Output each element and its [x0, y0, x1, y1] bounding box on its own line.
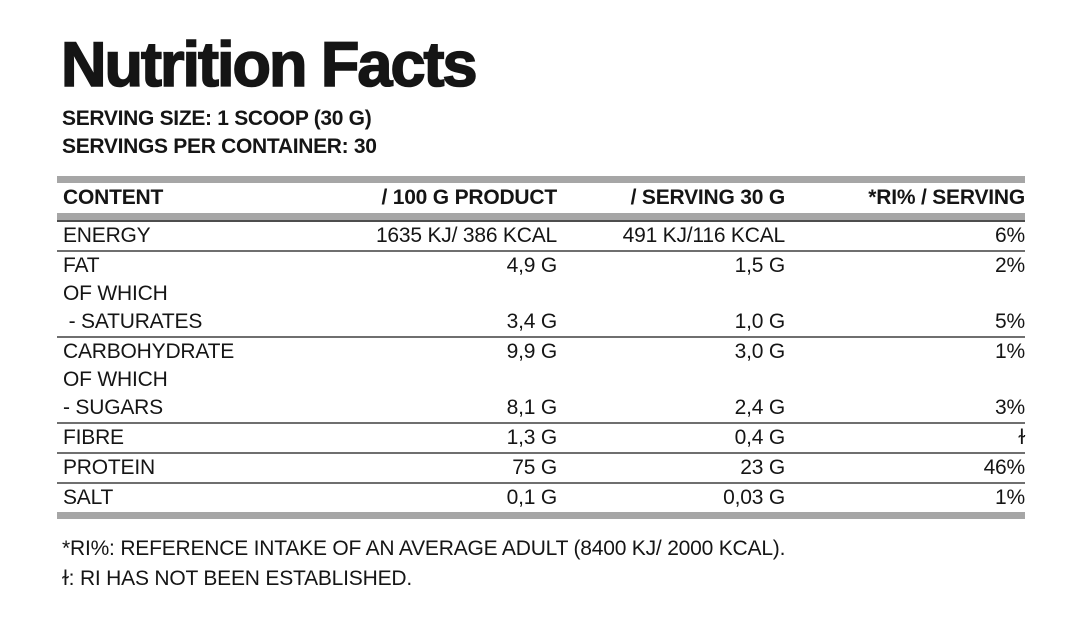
header-per-100g: / 100 G PRODUCT — [381, 186, 557, 209]
table-row: SALT 0,1 G 0,03 G 1% — [57, 484, 1025, 512]
cell-per-serving: 0,03 G — [723, 486, 785, 509]
cell-ri-percent: 1% — [995, 340, 1025, 363]
cell-content: - SATURATES — [63, 310, 203, 333]
table-row: ENERGY 1635 KJ/ 386 KCAL 491 KJ/116 KCAL 6% — [57, 222, 1025, 252]
table-row: - SATURATES 3,4 G 1,0 G 5% — [57, 308, 1025, 338]
cell-ri-percent: 46% — [983, 456, 1026, 479]
cell-per-serving: 491 KJ/116 KCAL — [622, 224, 786, 247]
cell-ri-percent: 1% — [995, 486, 1025, 509]
footnotes: *RI%: REFERENCE INTAKE OF AN AVERAGE ADU… — [62, 534, 1025, 594]
cell-content: PROTEIN — [63, 456, 155, 479]
table-row: FIBRE 1,3 G 0,4 G ɫ — [57, 424, 1025, 454]
header-per-serving: / SERVING 30 G — [630, 186, 786, 209]
table-row: - SUGARS 8,1 G 2,4 G 3% — [57, 394, 1025, 424]
table-bottom-bar — [57, 512, 1025, 519]
table-top-bar — [57, 176, 1025, 183]
table-header-row: CONTENT / 100 G PRODUCT / SERVING 30 G *… — [57, 183, 1025, 213]
nutrition-table: CONTENT / 100 G PRODUCT / SERVING 30 G *… — [57, 176, 1025, 519]
cell-per-serving: 23 G — [740, 456, 785, 479]
table-row: OF WHICH — [57, 366, 1025, 394]
cell-per-serving: 1,5 G — [734, 254, 786, 277]
cell-per-100g: 4,9 G — [506, 254, 558, 277]
cell-per-100g: 8,1 G — [506, 396, 558, 419]
cell-per-100g: 0,1 G — [506, 486, 558, 509]
cell-per-serving: 0,4 G — [734, 426, 786, 449]
cell-ri-percent: 5% — [995, 310, 1025, 333]
cell-content: SALT — [63, 486, 114, 509]
table-header-bottom-bar — [57, 213, 1025, 222]
header-content: CONTENT — [63, 186, 164, 209]
cell-per-100g: 1,3 G — [506, 426, 558, 449]
label-content: Nutrition Facts SERVING SIZE: 1 SCOOP (3… — [0, 30, 1090, 594]
table-body: ENERGY 1635 KJ/ 386 KCAL 491 KJ/116 KCAL 6%… — [57, 222, 1025, 512]
cell-content: CARBOHYDRATE — [63, 340, 235, 363]
table-row: CARBOHYDRATE 9,9 G 3,0 G 1% — [57, 338, 1025, 366]
page-title: Nutrition Facts — [60, 30, 478, 100]
cell-ri-percent: 6% — [995, 224, 1025, 247]
cell-content: OF WHICH — [63, 282, 168, 305]
cell-content: OF WHICH — [63, 368, 168, 391]
cell-per-100g: 1635 KJ/ 386 KCAL — [375, 224, 557, 247]
cell-content: FAT — [63, 254, 100, 277]
table-row: PROTEIN 75 G 23 G 46% — [57, 454, 1025, 484]
cell-content: ENERGY — [63, 224, 151, 247]
cell-per-100g: 75 G — [512, 456, 557, 479]
table-row: OF WHICH — [57, 280, 1025, 308]
header-ri-percent: *RI% / SERVING — [868, 186, 1025, 209]
cell-per-serving: 1,0 G — [734, 310, 786, 333]
cell-ri-percent: 2% — [995, 254, 1025, 277]
cell-ri-percent: ɫ — [1018, 426, 1025, 449]
cell-content: FIBRE — [63, 426, 124, 449]
cell-per-serving: 3,0 G — [734, 340, 786, 363]
servings-per-container-line: SERVINGS PER CONTAINER: 30 — [62, 135, 377, 158]
cell-ri-percent: 3% — [995, 396, 1025, 419]
cell-per-100g: 3,4 G — [506, 310, 558, 333]
cell-content: - SUGARS — [63, 396, 163, 419]
footnote-ri-not-established: ɫ: RI HAS NOT BEEN ESTABLISHED. — [62, 567, 412, 590]
footnote-ri-definition: *RI%: REFERENCE INTAKE OF AN AVERAGE ADU… — [62, 537, 786, 560]
cell-per-serving: 2,4 G — [734, 396, 786, 419]
table-row: FAT 4,9 G 1,5 G 2% — [57, 252, 1025, 280]
cell-per-100g: 9,9 G — [506, 340, 558, 363]
serving-size-line: SERVING SIZE: 1 SCOOP (30 G) — [62, 107, 372, 130]
